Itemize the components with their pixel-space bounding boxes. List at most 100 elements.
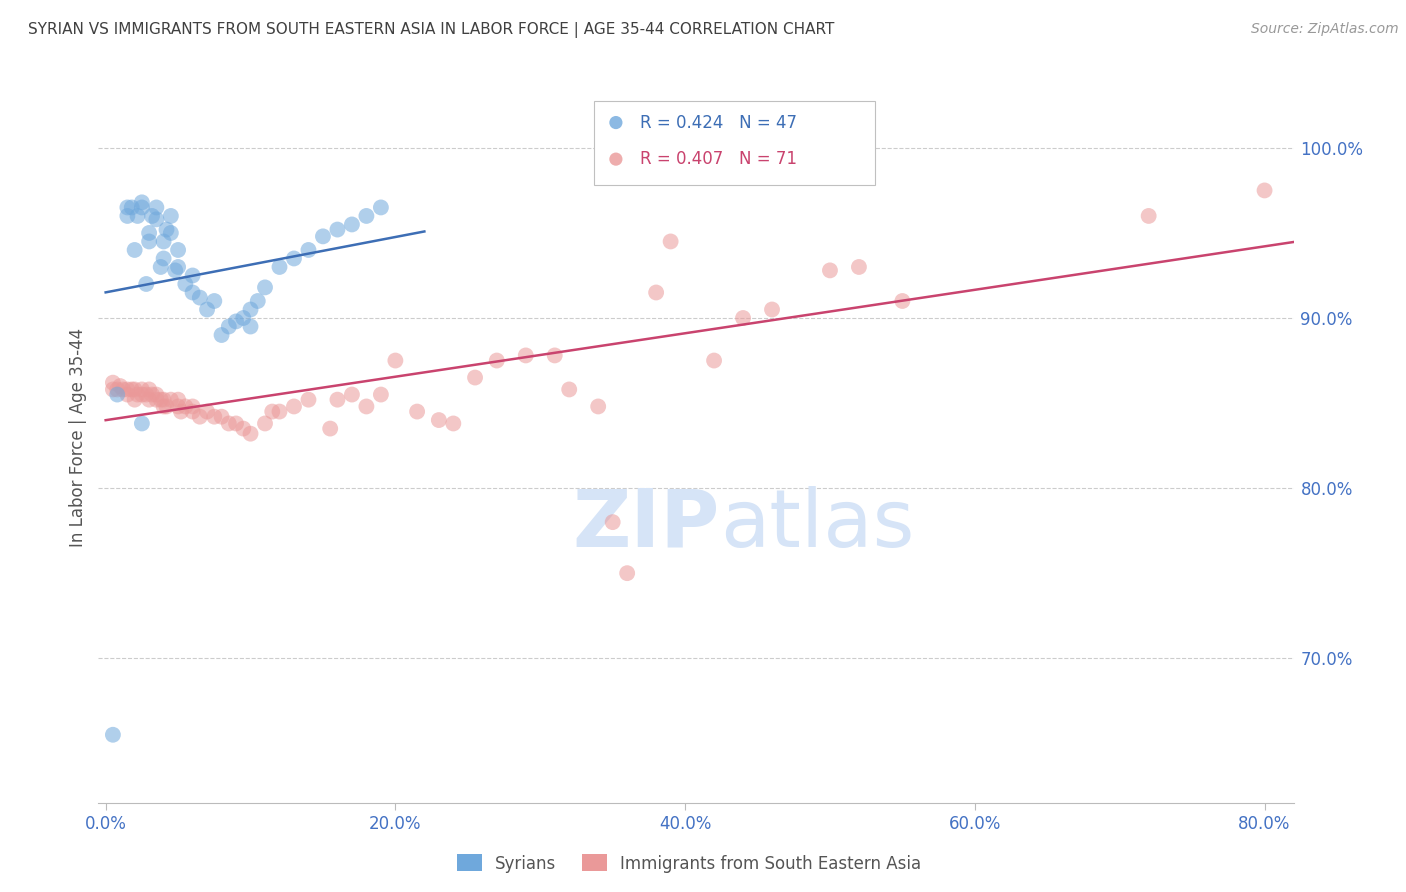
Point — [135, 277, 157, 291]
Point — [269, 260, 291, 274]
Point — [117, 383, 139, 397]
Point — [181, 404, 204, 418]
Point — [174, 277, 197, 291]
Text: Source: ZipAtlas.com: Source: ZipAtlas.com — [1251, 22, 1399, 37]
Point — [356, 400, 378, 414]
Point — [427, 413, 450, 427]
Point — [138, 226, 160, 240]
Point — [195, 302, 218, 317]
Point — [155, 222, 177, 236]
Point — [616, 566, 638, 581]
Point — [211, 328, 233, 343]
Point — [602, 515, 624, 529]
Point — [145, 201, 167, 215]
Point — [269, 404, 291, 418]
Point — [1253, 183, 1275, 197]
Point — [225, 314, 247, 328]
Point — [160, 392, 183, 407]
Text: atlas: atlas — [720, 486, 914, 564]
Point — [253, 417, 276, 431]
Y-axis label: In Labor Force | Age 35-44: In Labor Force | Age 35-44 — [69, 327, 87, 547]
Point — [101, 728, 124, 742]
Point — [312, 229, 335, 244]
Point — [202, 293, 225, 308]
Point — [218, 417, 240, 431]
Point — [239, 319, 262, 334]
Point — [232, 421, 254, 435]
Text: R = 0.424   N = 47: R = 0.424 N = 47 — [640, 113, 797, 131]
Point — [225, 417, 247, 431]
Point — [165, 263, 187, 277]
Point — [131, 195, 153, 210]
Point — [370, 201, 392, 215]
Point — [155, 400, 177, 414]
Point — [731, 311, 754, 326]
Point — [167, 392, 190, 407]
Point — [181, 400, 204, 414]
Point — [127, 209, 149, 223]
Point — [160, 209, 183, 223]
Point — [721, 260, 744, 274]
Point — [149, 392, 172, 407]
Point — [297, 243, 319, 257]
FancyBboxPatch shape — [595, 101, 875, 185]
Point — [167, 260, 190, 274]
Point — [326, 392, 349, 407]
Point — [160, 226, 183, 240]
Point — [326, 222, 349, 236]
Point — [105, 387, 128, 401]
Point — [195, 404, 218, 418]
Text: ZIP: ZIP — [572, 486, 720, 564]
Point — [818, 263, 841, 277]
Point — [152, 400, 174, 414]
Point — [135, 387, 157, 401]
Point — [406, 404, 429, 418]
Point — [253, 280, 276, 294]
Point — [101, 383, 124, 397]
Point — [659, 235, 682, 249]
Text: R = 0.407   N = 71: R = 0.407 N = 71 — [640, 150, 797, 168]
Point — [117, 209, 139, 223]
Point — [544, 348, 567, 362]
Point — [124, 392, 146, 407]
Point — [117, 387, 139, 401]
Point — [673, 141, 696, 155]
Point — [283, 400, 305, 414]
Point — [131, 387, 153, 401]
Point — [891, 293, 914, 308]
Point — [297, 392, 319, 407]
Point — [167, 400, 190, 414]
Point — [188, 409, 211, 424]
Point — [138, 235, 160, 249]
Point — [181, 268, 204, 283]
Point — [1137, 209, 1160, 223]
Point — [246, 293, 269, 308]
Point — [167, 243, 190, 257]
Point — [131, 201, 153, 215]
Point — [340, 387, 363, 401]
Point — [485, 353, 508, 368]
Point — [121, 383, 143, 397]
Point — [558, 383, 581, 397]
Point — [121, 201, 143, 215]
Point — [384, 353, 406, 368]
Legend: Syrians, Immigrants from South Eastern Asia: Syrians, Immigrants from South Eastern A… — [450, 847, 928, 880]
Point — [108, 379, 131, 393]
Point — [174, 400, 197, 414]
Point — [239, 302, 262, 317]
Point — [218, 319, 240, 334]
Point — [127, 387, 149, 401]
Point — [141, 209, 163, 223]
Point — [239, 426, 262, 441]
Point — [188, 291, 211, 305]
Point — [112, 383, 135, 397]
Point — [721, 345, 744, 359]
Point — [283, 252, 305, 266]
Point — [848, 260, 870, 274]
Point — [181, 285, 204, 300]
Point — [761, 302, 783, 317]
Point — [211, 409, 233, 424]
Point — [202, 409, 225, 424]
Point — [138, 392, 160, 407]
Point — [124, 383, 146, 397]
